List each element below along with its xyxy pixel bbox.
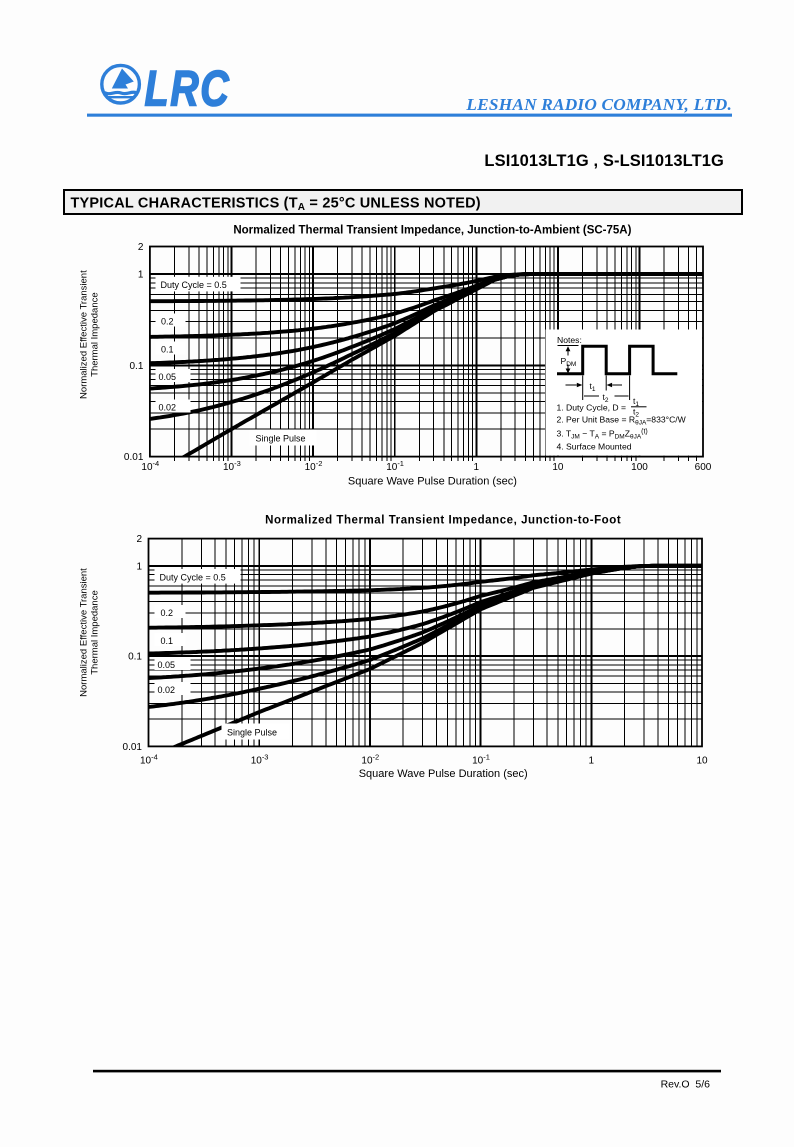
svg-text:100: 100 [631, 462, 648, 473]
svg-text:Normalized Effective Transient: Normalized Effective Transient [79, 270, 90, 399]
svg-text:3. TJM − TA = PDMZθJA(t): 3. TJM − TA = PDMZθJA(t) [557, 429, 648, 441]
svg-text:t2: t2 [603, 392, 609, 404]
svg-text:LSI1013LT1G , S-LSI1013LT1G: LSI1013LT1G , S-LSI1013LT1G [484, 152, 724, 170]
svg-text:1: 1 [589, 756, 595, 767]
svg-text:Notes:: Notes: [557, 335, 582, 345]
svg-text:Duty Cycle = 0.5: Duty Cycle = 0.5 [161, 280, 227, 290]
svg-text:0.02: 0.02 [159, 402, 177, 412]
svg-text:0.1: 0.1 [161, 344, 174, 354]
svg-text:10: 10 [552, 462, 564, 473]
svg-text:Normalized Effective Transient: Normalized Effective Transient [79, 568, 90, 697]
svg-text:t2: t2 [633, 407, 639, 419]
svg-text:t1: t1 [590, 381, 596, 393]
svg-text:600: 600 [695, 462, 712, 473]
svg-text:10-2: 10-2 [361, 753, 379, 767]
svg-text:1. Duty Cycle, D =: 1. Duty Cycle, D = [557, 403, 627, 413]
svg-text:0.02: 0.02 [158, 685, 176, 695]
svg-text:10-3: 10-3 [223, 459, 241, 473]
svg-text:Single Pulse: Single Pulse [227, 727, 277, 737]
svg-text:2: 2 [136, 534, 142, 545]
svg-text:1: 1 [138, 270, 144, 281]
svg-text:0.01: 0.01 [124, 452, 144, 463]
svg-text:Single Pulse: Single Pulse [256, 433, 306, 443]
svg-text:0.05: 0.05 [158, 660, 176, 670]
svg-text:0.1: 0.1 [128, 652, 142, 663]
svg-text:Normalized Thermal Transient I: Normalized Thermal Transient Impedance, … [233, 225, 631, 237]
svg-text:10-2: 10-2 [305, 459, 323, 473]
svg-text:0.05: 0.05 [159, 372, 177, 382]
svg-text:10-3: 10-3 [251, 753, 269, 767]
svg-text:10-4: 10-4 [140, 753, 158, 767]
svg-text:0.1: 0.1 [129, 361, 143, 372]
svg-text:Thermal Impedance: Thermal Impedance [90, 590, 101, 674]
svg-text:10-1: 10-1 [386, 459, 404, 473]
svg-text:0.2: 0.2 [161, 316, 174, 326]
svg-text:10-1: 10-1 [472, 753, 490, 767]
svg-text:0.01: 0.01 [123, 742, 143, 753]
svg-text:LRC: LRC [145, 60, 231, 117]
svg-text:2. Per Unit Base = RθJA=833°C/: 2. Per Unit Base = RθJA=833°C/W [557, 415, 687, 427]
svg-text:TYPICAL CHARACTERISTICS (TA =: TYPICAL CHARACTERISTICS (TA = 25°C UNLES… [71, 196, 481, 214]
svg-text:Rev.O 5/6: Rev.O 5/6 [661, 1079, 711, 1091]
svg-text:Normalized Thermal Transient I: Normalized Thermal Transient Impedance, … [265, 515, 621, 527]
svg-text:10: 10 [696, 756, 708, 767]
svg-text:2: 2 [138, 242, 144, 253]
svg-text:LESHAN RADIO COMPANY, LTD.: LESHAN RADIO COMPANY, LTD. [465, 95, 732, 114]
svg-text:Duty Cycle = 0.5: Duty Cycle = 0.5 [160, 572, 226, 582]
svg-text:10-4: 10-4 [141, 459, 159, 473]
svg-text:Square Wave Pulse Duration (se: Square Wave Pulse Duration (sec) [348, 476, 517, 488]
svg-text:0.1: 0.1 [161, 636, 174, 646]
svg-text:1: 1 [474, 462, 480, 473]
svg-text:1: 1 [136, 561, 142, 572]
svg-text:Thermal Impedance: Thermal Impedance [90, 292, 101, 376]
svg-text:t1: t1 [633, 396, 639, 408]
svg-text:0.2: 0.2 [161, 608, 174, 618]
svg-text:Square Wave Pulse Duration (se: Square Wave Pulse Duration (sec) [359, 768, 528, 780]
svg-text:4. Surface Mounted: 4. Surface Mounted [557, 442, 632, 452]
